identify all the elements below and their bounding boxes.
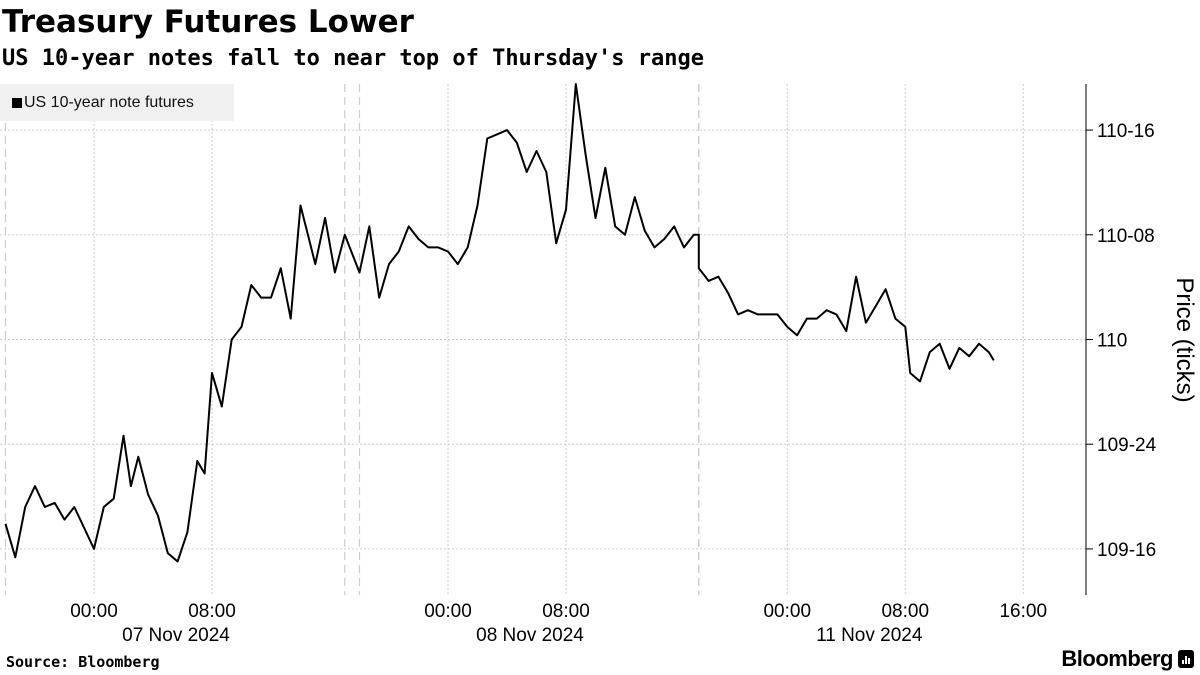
y-axis-title: Price (ticks) xyxy=(1171,277,1198,402)
x-tick-label: 00:00 xyxy=(424,601,472,622)
source-note: Source: Bloomberg xyxy=(6,653,160,671)
x-tick-label: 08:00 xyxy=(188,601,236,622)
bar-chart-icon xyxy=(1178,650,1194,668)
legend-swatch xyxy=(12,97,22,108)
x-tick-label: 00:00 xyxy=(70,601,118,622)
x-tick-label: 16:00 xyxy=(999,601,1047,622)
series-line xyxy=(4,83,995,563)
chart-title: Treasury Futures Lower xyxy=(2,4,414,40)
grid-layer xyxy=(0,84,1086,595)
x-tick-label: 08:00 xyxy=(881,601,929,622)
brand-name: Bloomberg xyxy=(1061,646,1173,671)
x-date-label: 11 Nov 2024 xyxy=(816,625,923,646)
x-tick-label: 08:00 xyxy=(542,601,590,622)
legend-label: US 10-year note futures xyxy=(24,93,194,111)
line-layer xyxy=(4,83,995,563)
chart-subtitle: US 10-year notes fall to near top of Thu… xyxy=(2,46,704,71)
x-date-label: 07 Nov 2024 xyxy=(122,625,230,646)
y-tick-label: 109-16 xyxy=(1097,540,1156,561)
x-tick-label: 00:00 xyxy=(763,601,811,622)
brand: Bloomberg xyxy=(1061,645,1194,673)
y-tick-label: 110-08 xyxy=(1097,226,1155,247)
y-tick-label: 110 xyxy=(1097,331,1127,352)
x-date-label: 08 Nov 2024 xyxy=(476,625,584,646)
y-tick-label: 109-24 xyxy=(1097,435,1157,456)
y-tick-label: 110-16 xyxy=(1097,121,1155,142)
axis-layer: 109-16 109-24 110 110-08 110-16 Price (ticks)… xyxy=(70,84,1198,646)
legend: US 10-year note futures xyxy=(0,84,234,121)
